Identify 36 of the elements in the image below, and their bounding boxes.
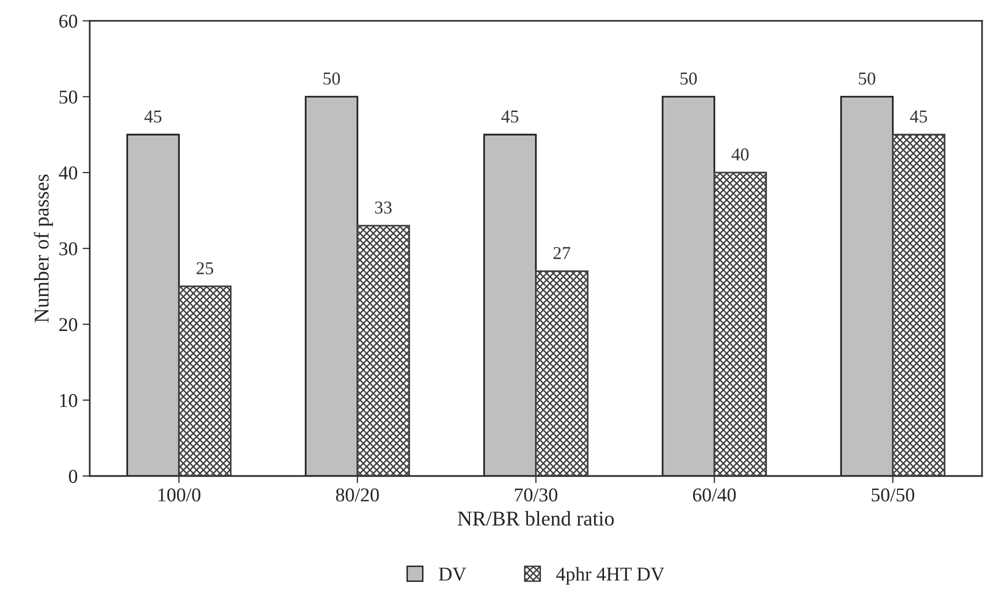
bar — [535, 270, 588, 476]
bar — [178, 286, 232, 476]
data-label: 45 — [501, 110, 518, 123]
y-tick-label: 0 — [68, 470, 78, 483]
data-label: 27 — [554, 247, 570, 259]
legend-label: DV — [438, 568, 466, 581]
legend-label: 4phr 4HT DV — [556, 567, 664, 585]
x-tick-label: 50/50 — [872, 488, 914, 502]
data-label: 25 — [196, 262, 214, 274]
y-tick-label: 20 — [59, 318, 78, 332]
data-label: 50 — [680, 72, 697, 85]
y-tick-label: 60 — [59, 14, 78, 28]
x-tick-label: 60/40 — [693, 488, 736, 502]
x-tick-label: 70/30 — [515, 488, 558, 502]
bar — [714, 172, 767, 476]
data-label: 50 — [858, 72, 876, 85]
bar — [126, 134, 180, 476]
y-axis-title: Number of passes — [34, 174, 53, 322]
x-tick-label: 80/20 — [336, 488, 379, 502]
bar — [304, 96, 358, 476]
data-label: 50 — [324, 72, 340, 85]
bar — [483, 134, 537, 476]
data-label: 33 — [375, 202, 392, 214]
data-label: 45 — [910, 110, 928, 123]
data-label: 45 — [144, 110, 162, 123]
x-axis-title: NR/BR blend ratio — [458, 510, 614, 526]
bar — [662, 96, 716, 476]
bar — [892, 134, 946, 476]
bar — [356, 224, 410, 476]
data-label: 40 — [732, 148, 749, 161]
bar — [840, 96, 894, 476]
y-tick-label: 30 — [59, 242, 78, 256]
y-tick-label: 10 — [60, 394, 78, 408]
x-tick-label: 100/0 — [158, 488, 200, 502]
y-tick-label: 40 — [58, 166, 78, 180]
y-tick-label: 50 — [60, 90, 78, 104]
